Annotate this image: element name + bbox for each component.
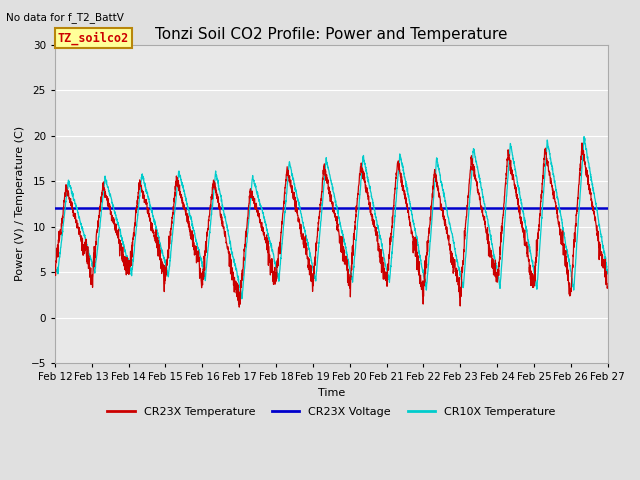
Title: Tonzi Soil CO2 Profile: Power and Temperature: Tonzi Soil CO2 Profile: Power and Temper… — [155, 27, 508, 42]
Legend: CR23X Temperature, CR23X Voltage, CR10X Temperature: CR23X Temperature, CR23X Voltage, CR10X … — [102, 402, 560, 421]
Y-axis label: Power (V) / Temperature (C): Power (V) / Temperature (C) — [15, 126, 25, 281]
Text: TZ_soilco2: TZ_soilco2 — [58, 31, 129, 45]
Text: No data for f_T2_BattV: No data for f_T2_BattV — [6, 12, 124, 23]
X-axis label: Time: Time — [317, 388, 345, 397]
